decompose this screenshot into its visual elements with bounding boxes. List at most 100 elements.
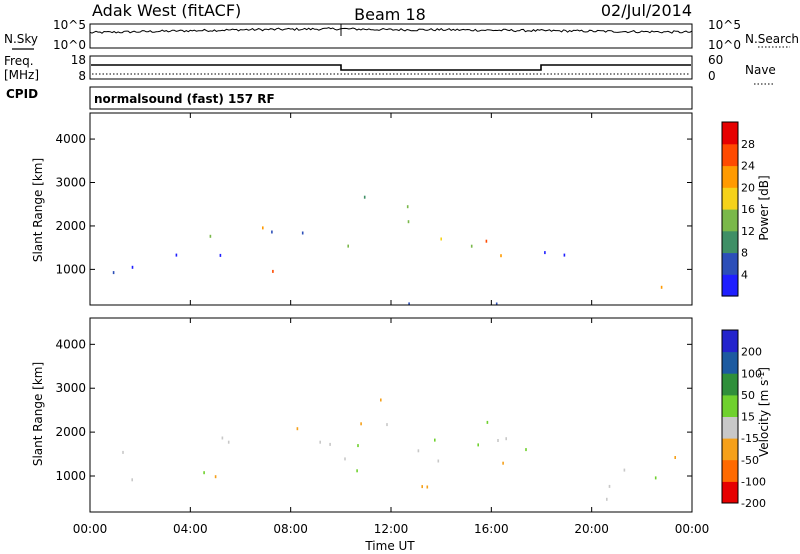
heatmap-cell bbox=[421, 485, 423, 489]
colorbar-swatch bbox=[722, 143, 738, 167]
noise-left-tick-top: 10^5 bbox=[53, 18, 86, 32]
cpid-text: normalsound (fast) 157 RF bbox=[94, 92, 275, 106]
colorbar-tick-label: -200 bbox=[741, 497, 766, 510]
power-ylabel: Slant Range [km] bbox=[31, 158, 45, 262]
heatmap-cell bbox=[477, 443, 479, 447]
x-tick-label: 00:00 bbox=[73, 522, 108, 536]
heatmap-cell bbox=[408, 302, 410, 306]
heatmap-cell bbox=[497, 439, 499, 442]
colorbar-frame bbox=[721, 329, 739, 504]
cpid-panel bbox=[89, 86, 693, 110]
colorbar-frame bbox=[721, 121, 739, 297]
heatmap-cell bbox=[221, 436, 224, 440]
heatmap-cell bbox=[660, 285, 663, 289]
colorbar-swatch bbox=[722, 373, 738, 396]
heatmap-cell bbox=[440, 237, 442, 241]
heatmap-cell bbox=[344, 457, 346, 461]
colorbar-swatch bbox=[722, 252, 738, 275]
freq-unit-label: [MHz] bbox=[4, 68, 39, 82]
heatmap-cell bbox=[386, 423, 388, 427]
heatmap-cell bbox=[654, 476, 657, 480]
power-yticks: 1000 2000 3000 4000 bbox=[55, 132, 692, 276]
heatmap-cell bbox=[623, 468, 626, 472]
colorbar-tick-label: 28 bbox=[741, 138, 755, 151]
x-tick-label: 08:00 bbox=[273, 522, 308, 536]
y-tick-label: 2000 bbox=[55, 425, 86, 439]
heatmap-cell bbox=[319, 440, 321, 444]
heatmap-cell bbox=[271, 230, 273, 234]
colorbar-tick-label: 200 bbox=[741, 346, 762, 359]
heatmap-cell bbox=[470, 244, 473, 248]
freq-left-tick-bottom: 8 bbox=[78, 69, 86, 83]
y-tick-label: 3000 bbox=[55, 176, 86, 190]
station-title: Adak West (fitACF) bbox=[92, 1, 241, 20]
noise-sky-series bbox=[89, 27, 693, 34]
heatmap-cell bbox=[437, 459, 440, 463]
heatmap-cell bbox=[380, 398, 382, 402]
heatmap-cell bbox=[505, 437, 507, 441]
colorbar-tick-label: 12 bbox=[741, 225, 755, 238]
heatmap-cell bbox=[227, 440, 230, 444]
x-tick-label: 16:00 bbox=[474, 522, 509, 536]
colorbar-swatch bbox=[722, 416, 738, 439]
colorbar-tick-label: -100 bbox=[741, 475, 766, 488]
colorbar-tick-label: 8 bbox=[741, 247, 748, 260]
heatmap-cell bbox=[203, 471, 205, 475]
heatmap-cell bbox=[434, 438, 436, 442]
time-axis-label: Time UT bbox=[364, 539, 415, 553]
colorbar-swatch bbox=[722, 351, 738, 374]
heatmap-cell bbox=[112, 271, 115, 275]
heatmap-cell bbox=[131, 265, 134, 269]
velocity-panel bbox=[89, 317, 693, 513]
heatmap-cell bbox=[502, 461, 504, 465]
colorbar-tick-label: 24 bbox=[741, 160, 755, 173]
heatmap-cell bbox=[500, 254, 502, 258]
heatmap-cell bbox=[406, 205, 409, 209]
x-tick-label: 12:00 bbox=[374, 522, 409, 536]
velocity-heatmap bbox=[122, 398, 676, 501]
colorbar-tick-label: 100 bbox=[741, 367, 762, 380]
y-tick-label: 1000 bbox=[55, 262, 86, 276]
power-heatmap bbox=[112, 195, 663, 306]
power-panel bbox=[89, 112, 693, 306]
time-axis: 00:00 04:00 08:00 12:00 16:00 20:00 00:00 bbox=[73, 113, 710, 536]
heatmap-cell bbox=[544, 251, 546, 255]
heatmap-cell bbox=[563, 253, 566, 257]
heatmap-cell bbox=[486, 420, 489, 424]
x-tick-label: 00:00 bbox=[675, 522, 710, 536]
colorbar-tick-label: -50 bbox=[741, 454, 759, 467]
heatmap-cell bbox=[608, 484, 611, 488]
cpid-label: CPID bbox=[6, 87, 38, 101]
colorbar-swatch bbox=[722, 394, 738, 417]
nave-right-tick-top: 60 bbox=[708, 53, 723, 67]
heatmap-cell bbox=[347, 244, 349, 248]
colorbar-swatch bbox=[722, 274, 738, 297]
y-tick-label: 2000 bbox=[55, 219, 86, 233]
heatmap-cell bbox=[356, 469, 358, 473]
velocity-colorbar-label: Velocity [m s-1] bbox=[757, 367, 772, 457]
colorbar-swatch bbox=[722, 209, 738, 232]
x-tick-label: 20:00 bbox=[574, 522, 609, 536]
x-tick-label: 04:00 bbox=[173, 522, 208, 536]
heatmap-cell bbox=[485, 239, 488, 243]
y-tick-label: 3000 bbox=[55, 381, 86, 395]
heatmap-cell bbox=[301, 231, 304, 235]
heatmap-cell bbox=[606, 497, 608, 501]
heatmap-cell bbox=[131, 478, 133, 482]
colorbar-swatch bbox=[722, 230, 738, 254]
power-colorbar: 28 24 20 16 12 8 4 bbox=[721, 121, 755, 297]
heatmap-cell bbox=[262, 226, 264, 230]
power-colorbar-label: Power [dB] bbox=[757, 175, 771, 240]
noise-panel bbox=[89, 23, 693, 49]
colorbar-swatch bbox=[722, 459, 738, 482]
noise-right-tick-top: 10^5 bbox=[708, 18, 741, 32]
heatmap-cell bbox=[122, 450, 124, 454]
heatmap-cell bbox=[495, 302, 498, 306]
heatmap-cell bbox=[360, 422, 362, 426]
noise-right-label: N.Search bbox=[745, 32, 799, 46]
velocity-yticks: 1000 2000 3000 4000 bbox=[55, 337, 692, 483]
heatmap-cell bbox=[357, 444, 359, 448]
velocity-colorbar: 200 100 50 15 -15 -50 -100 -200 bbox=[721, 329, 766, 510]
nave-right-tick-bottom: 0 bbox=[708, 69, 716, 83]
